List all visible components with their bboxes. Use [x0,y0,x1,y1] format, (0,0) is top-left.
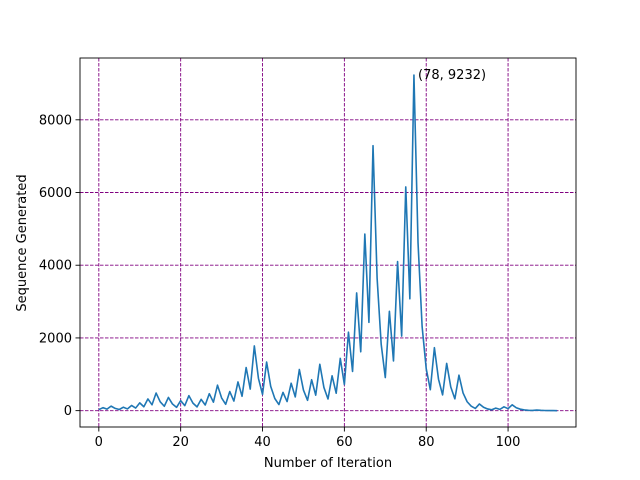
y-tick-label: 2000 [39,331,72,346]
x-axis-ticks: 0 20 40 60 80 100 [95,427,521,450]
y-tick-label: 6000 [39,186,72,201]
x-tick-label: 100 [496,435,521,450]
x-tick-label: 40 [254,435,271,450]
plot-frame [79,57,577,428]
y-axis-label: Sequence Generated [15,174,30,311]
y-tick-label: 8000 [39,113,72,128]
peak-annotation: (78, 9232) [418,68,486,83]
x-tick-label: 20 [172,435,189,450]
x-tick-label: 60 [336,435,353,450]
y-tick-label: 0 [64,404,72,419]
x-tick-label: 0 [95,435,103,450]
x-axis-label: Number of Iteration [264,456,392,471]
series-line [98,74,558,412]
x-tick-label: 80 [418,435,435,450]
y-axis-ticks: 0 2000 4000 6000 8000 [39,113,80,419]
y-tick-label: 4000 [39,259,72,274]
